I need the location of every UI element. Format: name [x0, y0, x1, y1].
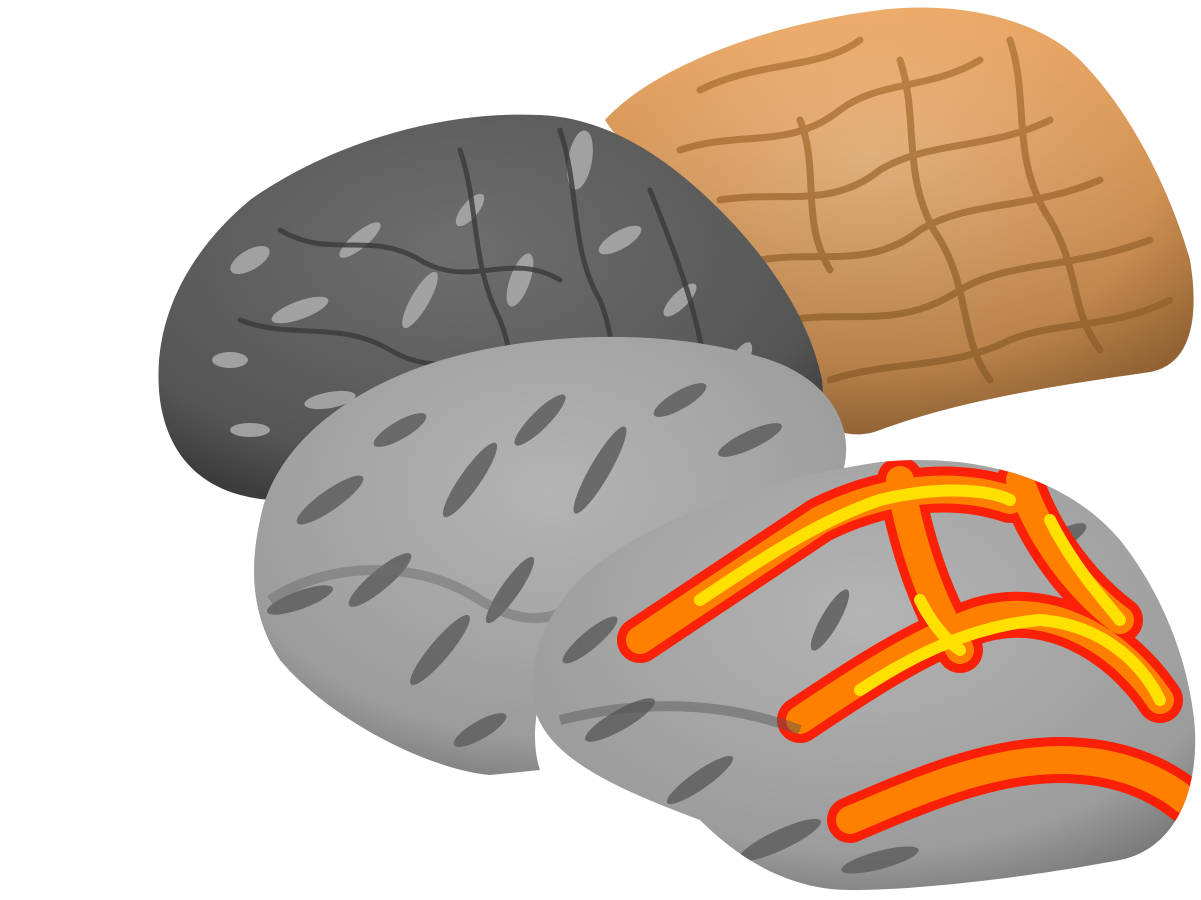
- inflated-surface: [254, 336, 847, 775]
- activation-overlay: [617, 460, 1196, 843]
- pial-surface: [605, 7, 1194, 435]
- inflated-overlay-surface: [532, 460, 1196, 890]
